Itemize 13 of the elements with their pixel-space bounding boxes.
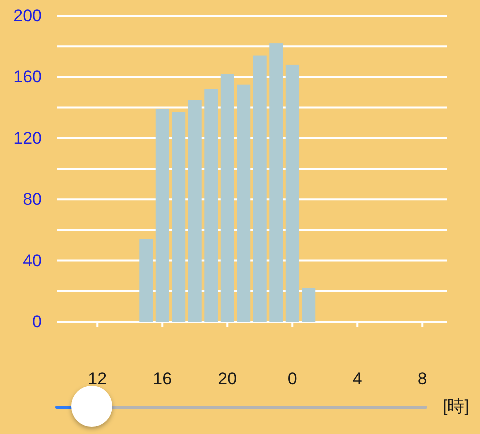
y-tick-label: 120 <box>14 128 42 148</box>
x-tick-label: 12 <box>88 370 108 388</box>
x-tick-label: 20 <box>218 370 238 388</box>
y-tick-label: 80 <box>23 190 42 210</box>
x-axis-title: [時] <box>443 397 470 416</box>
y-tick-label: 160 <box>14 68 42 87</box>
x-tick-label: 4 <box>352 370 362 388</box>
x-tick-label: 0 <box>288 370 298 388</box>
x-tick-label: 16 <box>153 370 172 388</box>
x-tick-label: 8 <box>418 370 428 388</box>
y-tick-label: 0 <box>32 312 42 332</box>
y-tick-label: 40 <box>23 251 42 270</box>
y-tick-label: 200 <box>14 6 42 26</box>
